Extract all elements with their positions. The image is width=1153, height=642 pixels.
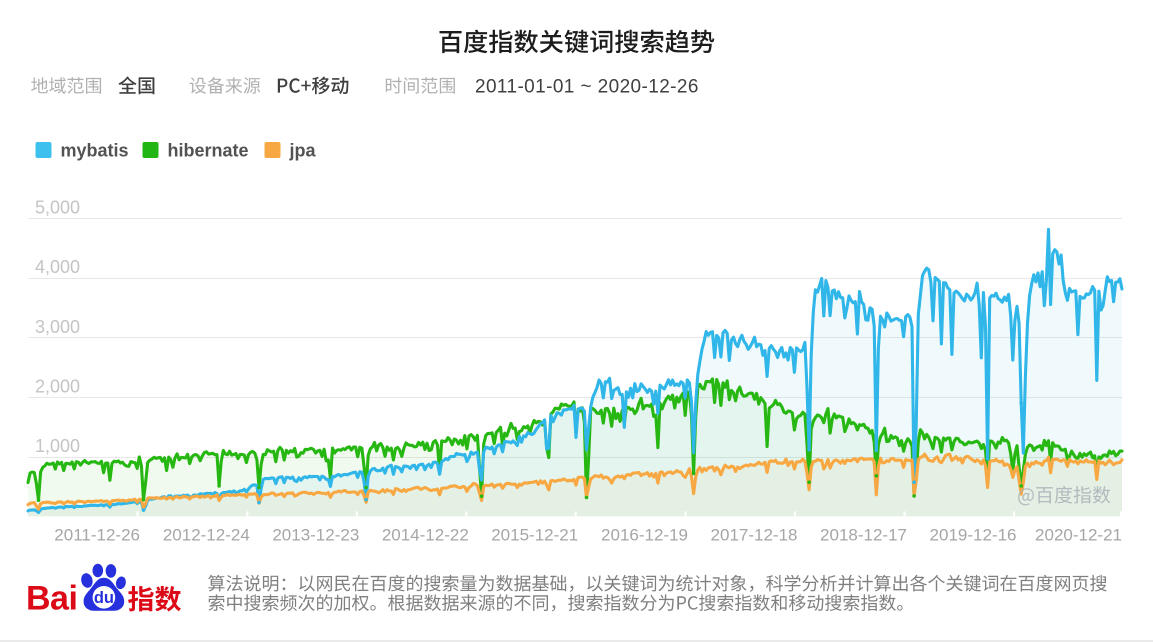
svg-text:mybatis: mybatis xyxy=(61,141,129,161)
svg-text:hibernate: hibernate xyxy=(168,141,249,161)
svg-text:du: du xyxy=(94,589,114,607)
svg-text:2011-01-01 ~ 2020-12-26: 2011-01-01 ~ 2020-12-26 xyxy=(475,77,699,98)
svg-text:2012-12-24: 2012-12-24 xyxy=(163,526,250,545)
svg-text:4,000: 4,000 xyxy=(35,257,80,277)
svg-text:2016-12-19: 2016-12-19 xyxy=(601,526,688,545)
svg-text:2014-12-22: 2014-12-22 xyxy=(382,526,469,545)
svg-text:jpa: jpa xyxy=(289,141,317,161)
svg-text:5,000: 5,000 xyxy=(35,198,80,218)
svg-text:Bai: Bai xyxy=(26,580,77,618)
svg-text:1,000: 1,000 xyxy=(35,436,80,456)
svg-text:2017-12-18: 2017-12-18 xyxy=(711,526,798,545)
svg-text:2015-12-21: 2015-12-21 xyxy=(491,526,578,545)
svg-text:3,000: 3,000 xyxy=(35,317,80,337)
svg-text:2013-12-23: 2013-12-23 xyxy=(272,526,359,545)
svg-text:2011-12-26: 2011-12-26 xyxy=(54,526,140,545)
svg-text:2,000: 2,000 xyxy=(35,377,80,397)
svg-text:2019-12-16: 2019-12-16 xyxy=(930,526,1017,545)
svg-text:2020-12-21: 2020-12-21 xyxy=(1035,526,1122,545)
svg-text:2018-12-17: 2018-12-17 xyxy=(820,526,907,545)
